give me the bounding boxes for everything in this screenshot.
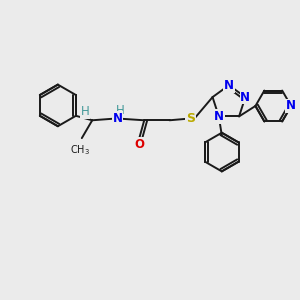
Text: H: H: [80, 106, 89, 118]
Text: O: O: [134, 138, 144, 151]
Text: S: S: [186, 112, 195, 125]
Text: N: N: [240, 91, 250, 103]
Text: N: N: [214, 110, 224, 123]
Text: CH$_3$: CH$_3$: [70, 143, 90, 157]
Text: H: H: [116, 104, 124, 117]
Text: N: N: [286, 100, 296, 112]
Text: N: N: [112, 112, 122, 125]
Text: N: N: [224, 79, 234, 92]
